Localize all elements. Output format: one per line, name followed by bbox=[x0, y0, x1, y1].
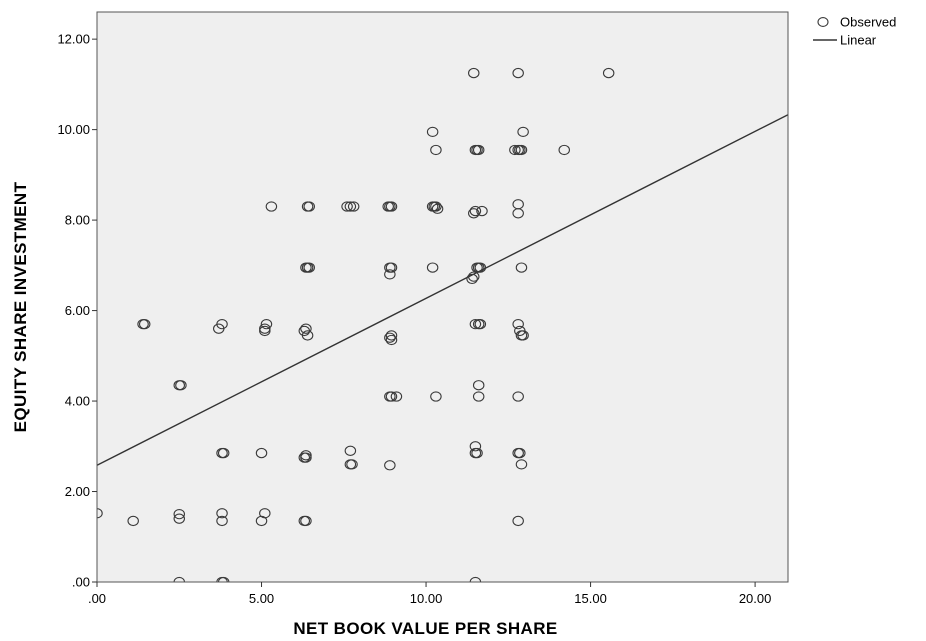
data-point bbox=[346, 459, 358, 470]
data-point bbox=[341, 201, 353, 212]
data-point bbox=[390, 391, 403, 402]
x-tick-label: 10.00 bbox=[410, 591, 443, 606]
data-point bbox=[384, 332, 396, 343]
data-point bbox=[515, 459, 528, 470]
data-point bbox=[138, 318, 151, 330]
legend-linear-label: Linear bbox=[840, 33, 877, 48]
data-point bbox=[472, 144, 485, 156]
data-point bbox=[515, 144, 528, 156]
data-point bbox=[347, 201, 360, 212]
y-tick-label: 6.00 bbox=[65, 303, 90, 318]
data-point bbox=[558, 144, 570, 156]
data-point bbox=[259, 325, 271, 337]
data-point bbox=[216, 318, 228, 330]
data-point bbox=[514, 325, 526, 337]
data-point bbox=[431, 203, 444, 214]
linear-fit-line bbox=[97, 114, 788, 466]
data-point bbox=[468, 67, 480, 79]
data-point bbox=[426, 262, 439, 273]
data-point bbox=[515, 262, 528, 273]
data-point bbox=[474, 318, 487, 330]
data-point bbox=[127, 515, 139, 527]
data-point bbox=[301, 330, 314, 341]
y-tick-label: 2.00 bbox=[65, 484, 90, 499]
data-point bbox=[471, 447, 483, 459]
data-point bbox=[476, 205, 488, 217]
data-point bbox=[173, 508, 186, 520]
data-point bbox=[509, 144, 521, 156]
x-tick-label: .00 bbox=[88, 591, 106, 606]
data-point bbox=[344, 201, 357, 212]
data-point bbox=[472, 380, 485, 391]
data-point bbox=[255, 447, 268, 459]
observed-points bbox=[97, 67, 615, 582]
legend-observed-marker bbox=[817, 17, 829, 27]
data-point bbox=[173, 513, 186, 524]
y-tick-label: 4.00 bbox=[65, 394, 90, 409]
data-point bbox=[474, 262, 487, 273]
data-point bbox=[430, 391, 442, 402]
data-point bbox=[303, 262, 315, 273]
data-point bbox=[173, 576, 186, 582]
data-point bbox=[602, 67, 615, 79]
data-point bbox=[303, 201, 315, 212]
y-tick-label: 10.00 bbox=[57, 122, 90, 137]
data-point bbox=[430, 144, 442, 156]
data-point bbox=[384, 269, 396, 280]
data-point bbox=[426, 126, 439, 138]
data-point bbox=[385, 334, 398, 346]
data-point bbox=[300, 452, 312, 463]
data-point bbox=[468, 271, 480, 282]
data-point bbox=[300, 450, 312, 461]
legend: Observed Linear bbox=[813, 15, 896, 48]
data-point bbox=[175, 380, 187, 391]
data-point bbox=[300, 323, 312, 334]
data-point bbox=[512, 391, 524, 402]
data-point bbox=[514, 447, 526, 459]
y-tick-label: 12.00 bbox=[57, 32, 90, 47]
data-point bbox=[217, 576, 230, 582]
data-point bbox=[259, 508, 271, 519]
data-point bbox=[385, 201, 398, 212]
data-point bbox=[512, 199, 524, 210]
data-point bbox=[217, 447, 230, 459]
data-point bbox=[469, 205, 482, 217]
x-tick-label: 15.00 bbox=[574, 591, 607, 606]
data-point bbox=[265, 201, 278, 212]
y-tick-label: .00 bbox=[72, 575, 90, 590]
data-point bbox=[469, 441, 482, 452]
y-tick-label: 8.00 bbox=[65, 213, 90, 228]
data-point bbox=[430, 201, 442, 212]
legend-observed-label: Observed bbox=[840, 15, 896, 30]
data-point bbox=[385, 391, 398, 402]
data-point bbox=[512, 67, 524, 79]
data-point bbox=[468, 208, 480, 219]
data-point bbox=[259, 323, 271, 334]
data-point bbox=[344, 445, 357, 456]
data-point bbox=[517, 126, 529, 138]
x-tick-label: 20.00 bbox=[739, 591, 772, 606]
data-point bbox=[472, 391, 485, 402]
x-tick-label: 5.00 bbox=[249, 591, 274, 606]
data-point bbox=[469, 318, 482, 330]
data-point bbox=[469, 576, 482, 582]
x-axis-title: NET BOOK VALUE PER SHARE bbox=[293, 619, 557, 638]
y-axis-title: EQUITY SHARE INVESTMENT bbox=[11, 181, 30, 432]
data-point bbox=[384, 460, 396, 471]
plot-area bbox=[97, 12, 788, 582]
data-point bbox=[512, 515, 524, 527]
data-point bbox=[216, 515, 228, 527]
data-point bbox=[385, 330, 398, 341]
data-point bbox=[385, 262, 398, 273]
data-point bbox=[216, 508, 228, 519]
plot-frame bbox=[96, 11, 789, 583]
data-point bbox=[512, 318, 524, 330]
data-point bbox=[466, 273, 478, 285]
data-point bbox=[260, 318, 273, 330]
data-point bbox=[300, 515, 312, 527]
